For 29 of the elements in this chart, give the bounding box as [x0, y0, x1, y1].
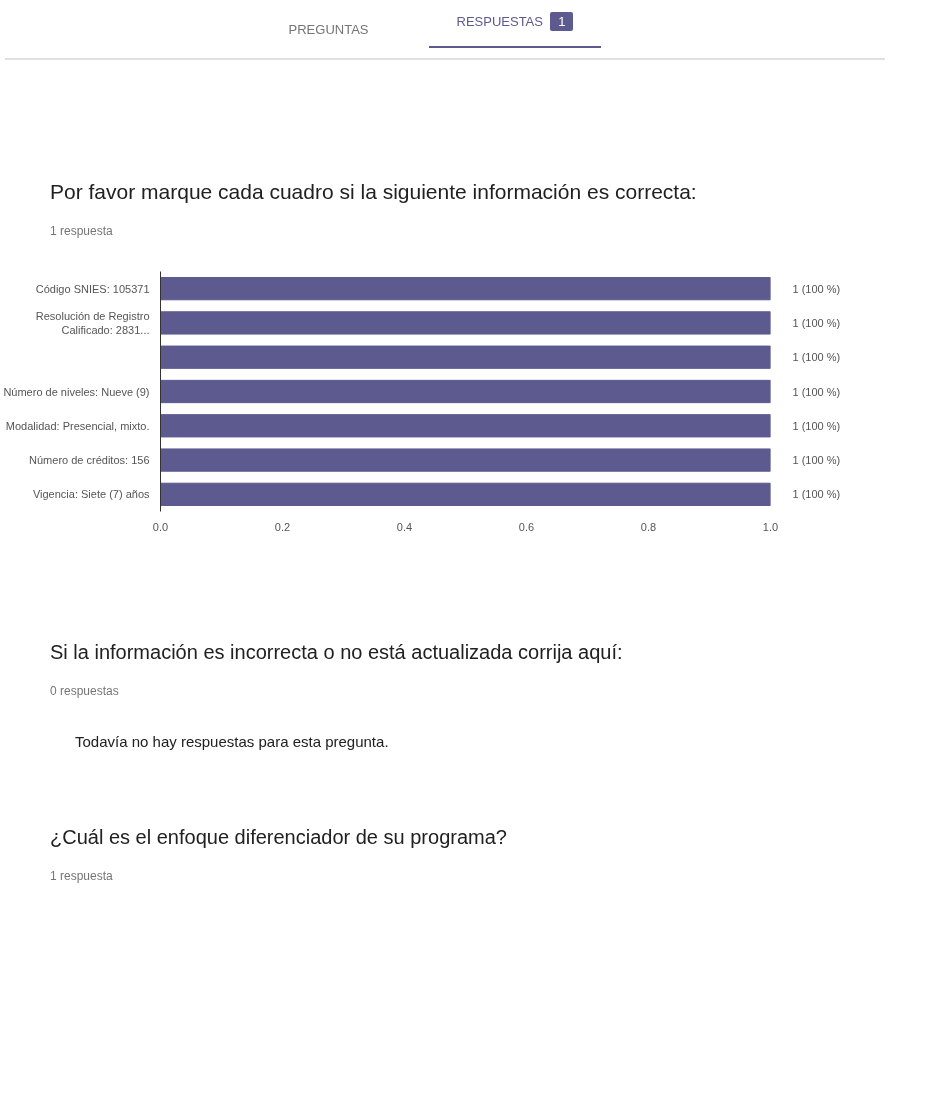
data-label: 1 (100 %): [792, 419, 841, 432]
text: ¿Cuál es el enfoque diferenciador de su programa?: [50, 825, 507, 851]
y-tick-label: Código SNIES: 105371: [35, 282, 150, 295]
text: 1: [550, 12, 574, 31]
chart-subtitle: 1 respuesta: [50, 223, 113, 240]
text: RESPUESTAS: [456, 14, 543, 29]
y-tick-label: Resolución de Registro Calificado: 2831...: [35, 309, 150, 337]
data-label: 1 (100 %): [792, 385, 841, 398]
x-tick-label: 0.6: [518, 520, 535, 533]
data-label: 1 (100 %): [792, 317, 841, 330]
chart-title: Por favor marque cada cuadro si la siguiente información es correcta:: [50, 179, 697, 205]
y-tick-label: Número de niveles: Nueve (9): [3, 385, 150, 398]
data-label: 1 (100 %): [792, 488, 841, 501]
x-tick-label: 0.4: [396, 520, 413, 533]
x-tick-label: 1.0: [762, 520, 779, 533]
text: Todavía no hay respuestas para esta pregunta.: [75, 731, 389, 752]
x-tick-label: 0.2: [274, 520, 291, 533]
text: 0 respuestas: [50, 682, 119, 700]
text: Si la información es incorrecta o no está actualizada corrija aquí:: [50, 640, 623, 666]
data-label: 1 (100 %): [792, 282, 841, 295]
y-tick-label: Número de créditos: 156: [29, 454, 150, 467]
y-tick-label: Modalidad: Presencial, mixto.: [5, 419, 150, 432]
text: 1 respuesta: [50, 867, 113, 885]
data-label: 1 (100 %): [792, 351, 841, 364]
y-tick-label: Vigencia: Siete (7) años: [32, 488, 150, 501]
x-tick-label: 0.8: [640, 520, 657, 533]
data-label: 1 (100 %): [792, 454, 841, 467]
x-tick-label: 0.0: [152, 520, 169, 533]
text: PREGUNTAS: [288, 21, 369, 39]
